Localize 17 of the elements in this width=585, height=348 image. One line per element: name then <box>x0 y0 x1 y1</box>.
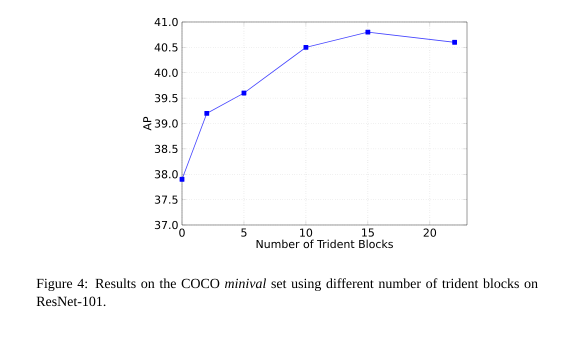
text: Figure 4: Results on the COCO minival set using different number of trident blocks on ResNet-101. <box>36 278 538 306</box>
x-tick-label: 20 <box>424 228 436 237</box>
y-tick-label: 40.0 <box>154 68 178 77</box>
y-tick-label: 38.5 <box>154 144 178 154</box>
y-tick-label: 40.5 <box>154 43 178 52</box>
y-tick-label: 39.0 <box>154 119 178 128</box>
y-tick-label: 38.0 <box>154 170 178 178</box>
x-axis-title: Number of Trident Blocks <box>256 240 393 248</box>
y-tick-label: 39.5 <box>154 94 178 102</box>
x-tick-label: 10 <box>300 228 312 237</box>
y-tick-label: 41.0 <box>154 18 178 26</box>
y-tick-label: 37.0 <box>154 220 178 230</box>
y-tick-label: 37.5 <box>154 195 178 204</box>
x-tick-label: 0 <box>179 228 185 237</box>
y-axis-title: AP <box>143 116 152 130</box>
x-tick-label: 15 <box>362 228 374 237</box>
x-tick-label: 5 <box>241 228 246 237</box>
